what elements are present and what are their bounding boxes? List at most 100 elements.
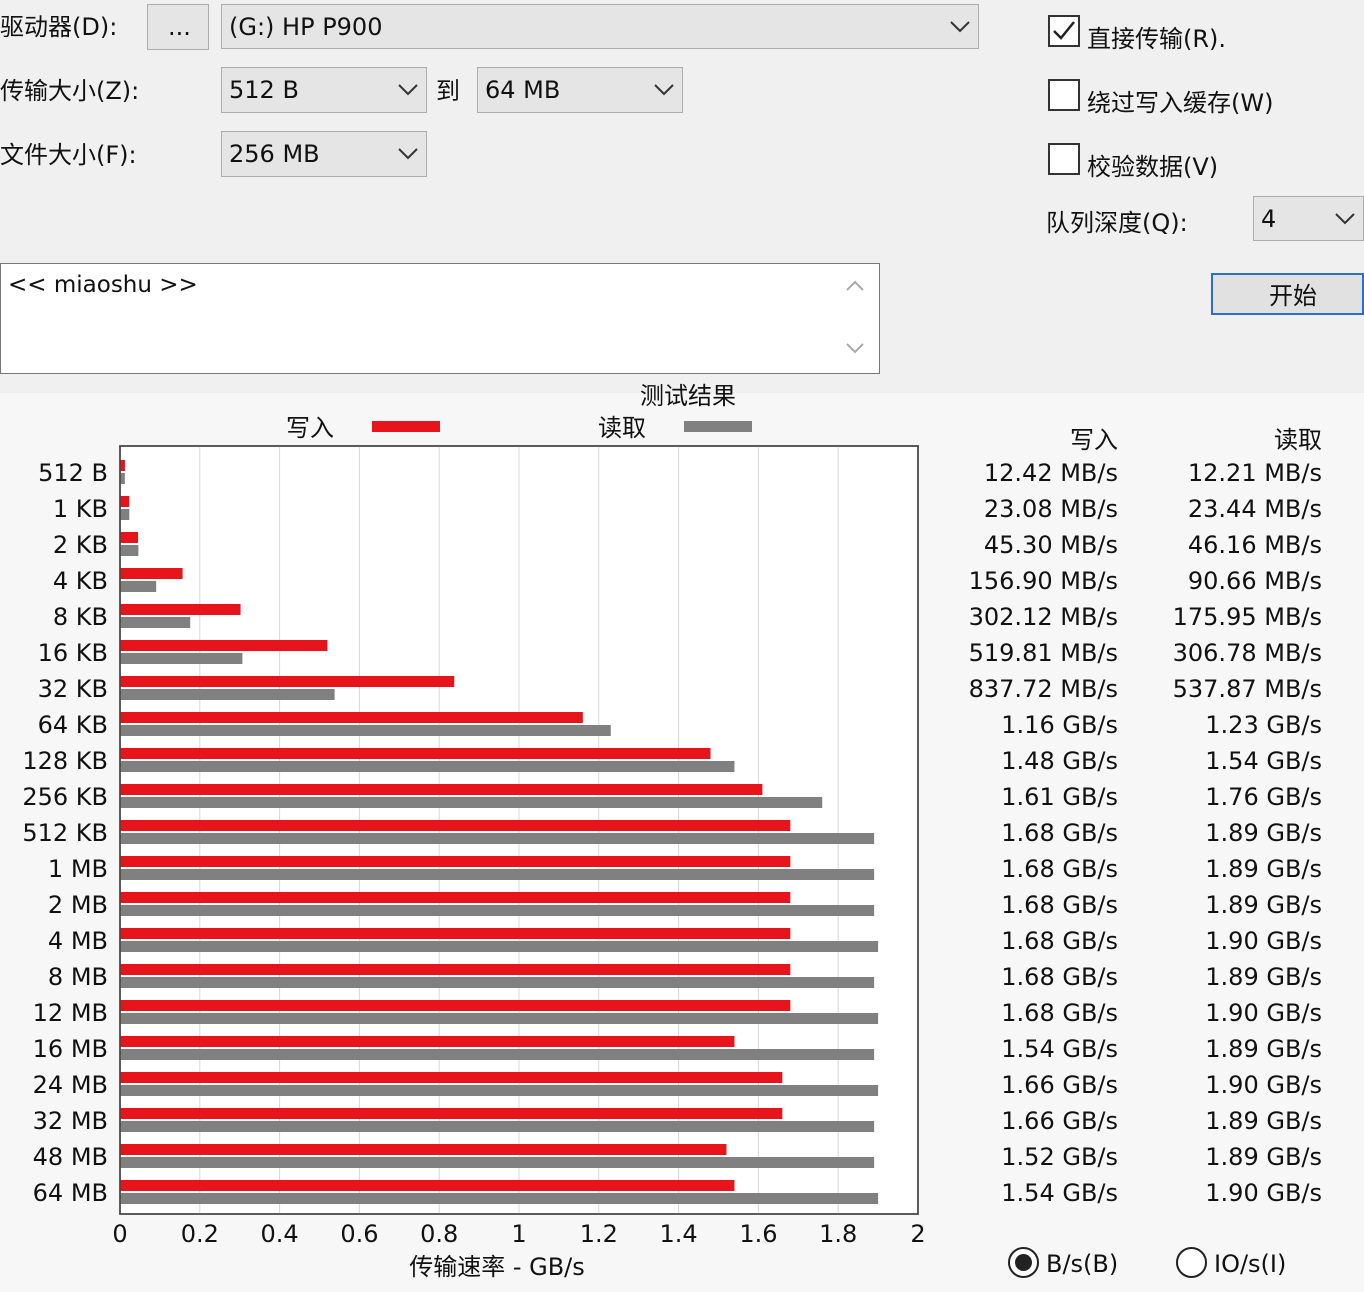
bar bbox=[120, 1121, 875, 1132]
queue-depth-select[interactable]: 4 bbox=[1253, 196, 1364, 241]
x-tick-label: 1.2 bbox=[580, 1220, 618, 1248]
value-label: 175.95 MB/s bbox=[1173, 603, 1322, 631]
bar bbox=[120, 653, 243, 664]
value-label: 1.68 GB/s bbox=[1001, 855, 1118, 883]
bar bbox=[120, 1108, 783, 1119]
browse-button[interactable]: ... bbox=[147, 4, 209, 50]
check-mark bbox=[1053, 21, 1075, 40]
value-label: 1.89 GB/s bbox=[1205, 891, 1322, 919]
bar bbox=[120, 964, 791, 975]
y-tick-label: 2 KB bbox=[53, 531, 108, 559]
bar bbox=[120, 761, 735, 772]
bar bbox=[120, 689, 335, 700]
table-header: 读取 bbox=[1274, 426, 1322, 454]
bar bbox=[120, 1157, 875, 1168]
dropdown-arrow bbox=[950, 20, 970, 32]
y-tick-label: 1 MB bbox=[48, 855, 108, 883]
value-label: 1.66 GB/s bbox=[1001, 1071, 1118, 1099]
value-label: 23.44 MB/s bbox=[1188, 495, 1322, 523]
y-tick-label: 32 MB bbox=[33, 1107, 108, 1135]
x-tick-label: 0.8 bbox=[420, 1220, 458, 1248]
bar bbox=[120, 856, 791, 867]
value-label: 12.21 MB/s bbox=[1188, 459, 1322, 487]
dropdown-arrow bbox=[654, 84, 674, 96]
value-label: 1.68 GB/s bbox=[1001, 891, 1118, 919]
x-tick-label: 1.6 bbox=[739, 1220, 777, 1248]
file-size-label: 文件大小(F): bbox=[0, 141, 137, 169]
transfer-size-label: 传输大小(Z): bbox=[0, 77, 140, 105]
bar bbox=[120, 905, 875, 916]
y-tick-label: 8 MB bbox=[48, 963, 108, 991]
queue-depth-label: 队列深度(Q): bbox=[1046, 209, 1188, 237]
bar bbox=[120, 748, 711, 759]
y-tick-label: 64 KB bbox=[38, 711, 108, 739]
checkbox-label: 校验数据(V) bbox=[1087, 153, 1219, 181]
bar bbox=[120, 1000, 791, 1011]
start-text: 开始 bbox=[1269, 282, 1317, 310]
x-tick-label: 0.6 bbox=[340, 1220, 378, 1248]
value-label: 1.23 GB/s bbox=[1205, 711, 1322, 739]
legend-label: 写入 bbox=[286, 414, 334, 442]
bar bbox=[120, 869, 875, 880]
bar bbox=[120, 1144, 727, 1155]
bar bbox=[120, 568, 183, 579]
value-label: 1.89 GB/s bbox=[1205, 963, 1322, 991]
value-label: 1.52 GB/s bbox=[1001, 1143, 1118, 1171]
y-tick-label: 256 KB bbox=[22, 783, 108, 811]
bar bbox=[120, 496, 130, 507]
plot-area bbox=[119, 445, 919, 1215]
dropdown-arrow bbox=[398, 84, 418, 96]
drive-select[interactable]: (G:) HP P900 bbox=[221, 4, 979, 49]
value-label: 1.66 GB/s bbox=[1001, 1107, 1118, 1135]
queue-depth-value: 4 bbox=[1261, 204, 1277, 233]
bar bbox=[120, 1013, 879, 1024]
value-label: 90.66 MB/s bbox=[1188, 567, 1322, 595]
dropdown-arrow bbox=[1335, 212, 1355, 224]
checkbox-label: 绕过写入缓存(W) bbox=[1087, 89, 1274, 117]
bar bbox=[120, 1193, 879, 1204]
x-tick-label: 0 bbox=[112, 1220, 127, 1248]
start-button[interactable]: 开始 bbox=[1211, 273, 1364, 315]
value-label: 1.68 GB/s bbox=[1001, 927, 1118, 955]
legend-swatch bbox=[684, 421, 752, 432]
checkbox[interactable] bbox=[1048, 79, 1080, 111]
radio-button[interactable] bbox=[1176, 1247, 1207, 1278]
transfer-to-select[interactable]: 64 MB bbox=[477, 67, 683, 113]
transfer-from-select[interactable]: 512 B bbox=[221, 67, 427, 113]
to-label: 到 bbox=[436, 77, 460, 105]
y-tick-label: 4 MB bbox=[48, 927, 108, 955]
value-label: 1.90 GB/s bbox=[1205, 1071, 1322, 1099]
radio-button[interactable] bbox=[1008, 1247, 1039, 1278]
dropdown-arrow bbox=[398, 148, 418, 160]
description-box[interactable]: << miaoshu >> bbox=[0, 263, 880, 374]
table-header: 写入 bbox=[1070, 426, 1118, 454]
drive-value: (G:) HP P900 bbox=[229, 12, 383, 41]
description-text: << miaoshu >> bbox=[8, 272, 198, 298]
x-axis-title: 传输速率 - GB/s bbox=[409, 1253, 585, 1281]
scrollbar-arrows bbox=[846, 280, 864, 354]
checkbox[interactable] bbox=[1048, 143, 1080, 175]
value-label: 1.76 GB/s bbox=[1205, 783, 1322, 811]
value-label: 1.48 GB/s bbox=[1001, 747, 1118, 775]
value-label: 1.89 GB/s bbox=[1205, 1143, 1322, 1171]
bar bbox=[120, 928, 791, 939]
value-label: 519.81 MB/s bbox=[969, 639, 1118, 667]
bar bbox=[120, 725, 611, 736]
bar bbox=[120, 797, 823, 808]
transfer-from-value: 512 B bbox=[229, 76, 299, 104]
bar bbox=[120, 892, 791, 903]
y-tick-label: 16 MB bbox=[33, 1035, 108, 1063]
browse-text: ... bbox=[168, 13, 191, 41]
bar bbox=[120, 712, 583, 723]
checkbox[interactable] bbox=[1048, 15, 1080, 47]
bar bbox=[120, 617, 191, 628]
value-label: 1.89 GB/s bbox=[1205, 1107, 1322, 1135]
chart-title: 测试结果 bbox=[640, 382, 736, 410]
x-tick-label: 0.4 bbox=[261, 1220, 299, 1248]
file-size-select[interactable]: 256 MB bbox=[221, 131, 427, 177]
value-label: 1.16 GB/s bbox=[1001, 711, 1118, 739]
value-label: 1.90 GB/s bbox=[1205, 927, 1322, 955]
y-tick-label: 4 KB bbox=[53, 567, 108, 595]
value-label: 302.12 MB/s bbox=[969, 603, 1118, 631]
bar bbox=[120, 1072, 783, 1083]
